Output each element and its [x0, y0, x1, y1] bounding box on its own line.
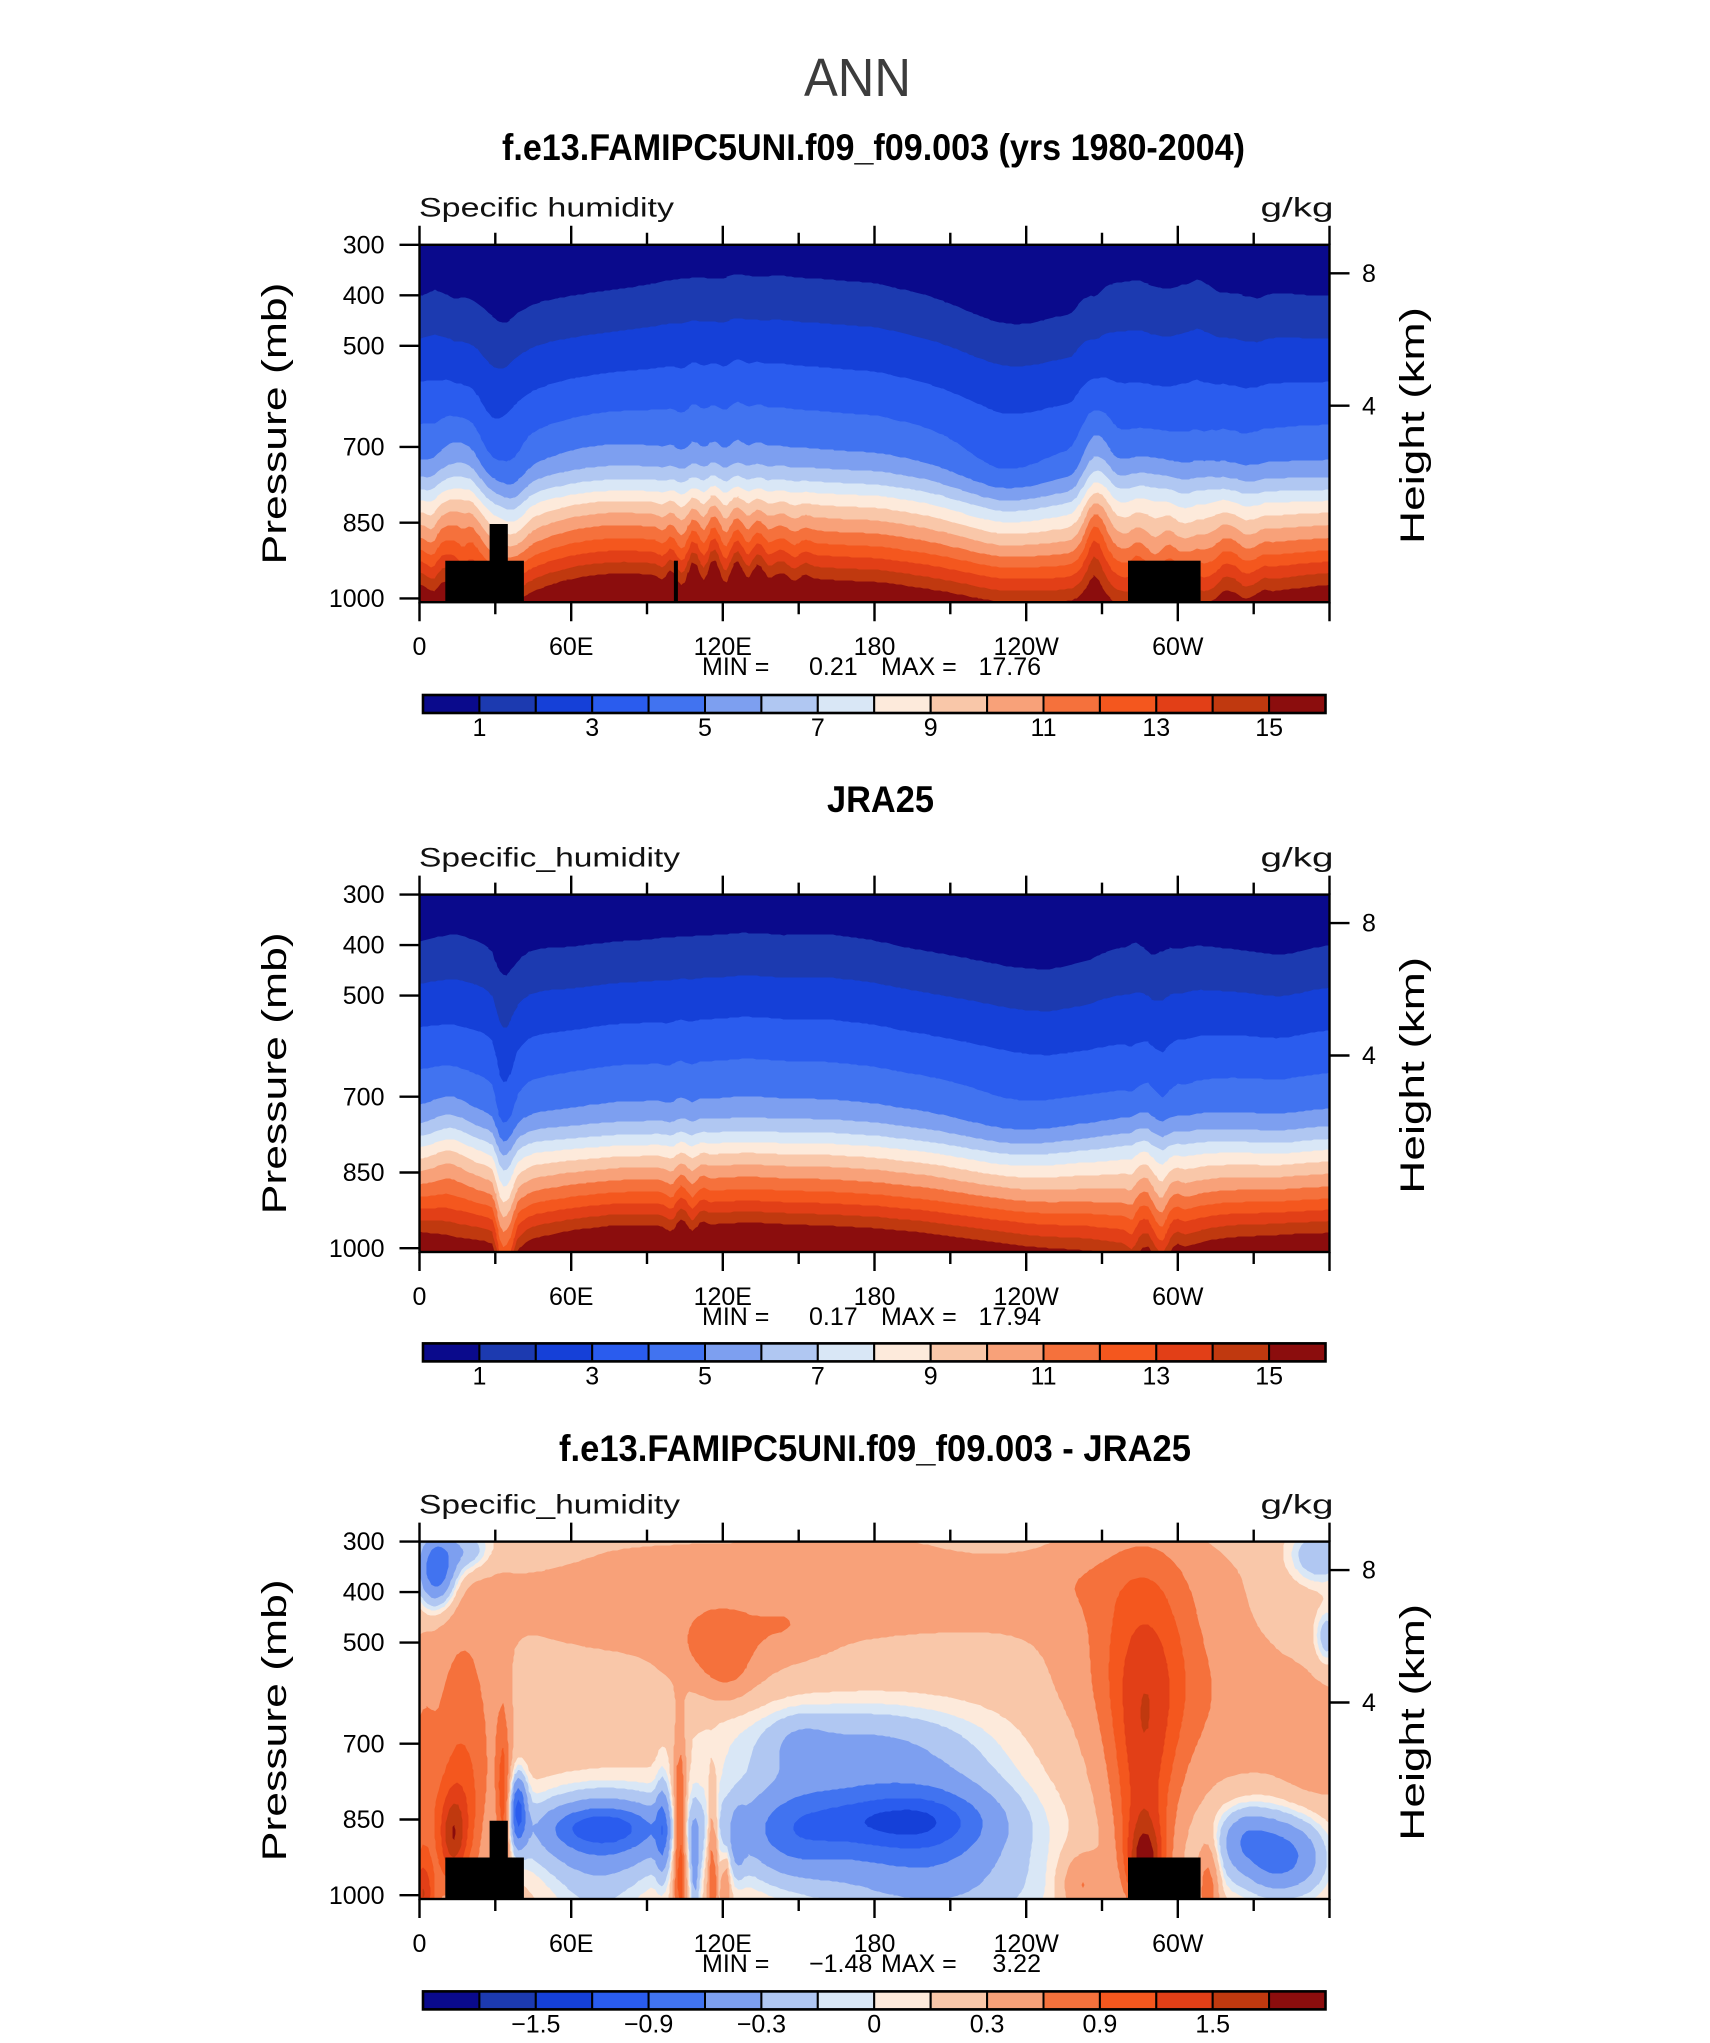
svg-text:15: 15: [1255, 714, 1283, 742]
svg-text:850: 850: [343, 1159, 385, 1187]
svg-text:0.9: 0.9: [1083, 2010, 1118, 2038]
svg-text:0: 0: [867, 2010, 881, 2038]
svg-text:Height (km): Height (km): [1394, 1604, 1432, 1841]
svg-text:MAX =: MAX =: [881, 1950, 957, 1978]
svg-text:JRA25: JRA25: [827, 779, 934, 820]
svg-text:g/kg: g/kg: [1261, 1489, 1334, 1519]
svg-text:60W: 60W: [1152, 1283, 1204, 1311]
svg-text:Specific humidity: Specific humidity: [419, 193, 675, 223]
svg-text:Pressure (mb): Pressure (mb): [256, 283, 294, 565]
svg-text:−1.48: −1.48: [809, 1950, 872, 1978]
svg-text:MIN =: MIN =: [702, 653, 769, 681]
svg-text:Pressure (mb): Pressure (mb): [256, 1579, 294, 1861]
svg-text:f.e13.FAMIPC5UNI.f09_f09.003 (: f.e13.FAMIPC5UNI.f09_f09.003 (yrs 1980-2…: [502, 127, 1245, 168]
svg-text:17.94: 17.94: [978, 1303, 1041, 1331]
svg-text:1000: 1000: [329, 1882, 385, 1910]
svg-text:11: 11: [1031, 714, 1057, 742]
svg-text:500: 500: [343, 982, 385, 1010]
svg-text:−0.3: −0.3: [737, 2010, 786, 2038]
svg-text:13: 13: [1142, 714, 1170, 742]
svg-text:700: 700: [343, 1083, 385, 1111]
svg-text:0.17: 0.17: [809, 1303, 858, 1331]
svg-text:ANN: ANN: [804, 48, 911, 108]
svg-text:g/kg: g/kg: [1261, 193, 1334, 223]
svg-text:3.22: 3.22: [992, 1950, 1041, 1978]
svg-text:5: 5: [698, 1362, 712, 1390]
svg-text:8: 8: [1362, 910, 1376, 938]
svg-text:Specific_humidity: Specific_humidity: [419, 1489, 681, 1519]
svg-text:120W: 120W: [994, 1930, 1060, 1958]
svg-text:120E: 120E: [694, 1930, 752, 1958]
svg-text:500: 500: [343, 332, 385, 360]
svg-text:7: 7: [811, 1362, 825, 1390]
svg-text:1: 1: [472, 714, 486, 742]
svg-text:0: 0: [413, 1930, 427, 1958]
svg-text:5: 5: [698, 714, 712, 742]
svg-text:60E: 60E: [549, 1930, 593, 1958]
svg-text:500: 500: [343, 1629, 385, 1657]
svg-text:0.3: 0.3: [970, 2010, 1005, 2038]
svg-text:9: 9: [924, 1362, 938, 1390]
svg-text:60E: 60E: [549, 1283, 593, 1311]
svg-text:13: 13: [1142, 1362, 1170, 1390]
svg-text:3: 3: [585, 1362, 599, 1390]
svg-text:MAX =: MAX =: [881, 653, 957, 681]
svg-text:−0.9: −0.9: [624, 2010, 673, 2038]
svg-text:300: 300: [343, 881, 385, 909]
svg-text:11: 11: [1031, 1362, 1057, 1390]
svg-text:180: 180: [854, 633, 896, 661]
svg-text:0: 0: [413, 633, 427, 661]
svg-text:f.e13.FAMIPC5UNI.f09_f09.003 -: f.e13.FAMIPC5UNI.f09_f09.003 - JRA25: [559, 1428, 1191, 1469]
svg-text:1.5: 1.5: [1195, 2010, 1230, 2038]
svg-text:Pressure (mb): Pressure (mb): [256, 932, 294, 1214]
svg-text:0: 0: [413, 1283, 427, 1311]
svg-text:1000: 1000: [329, 1235, 385, 1263]
svg-text:4: 4: [1362, 1042, 1376, 1070]
svg-text:4: 4: [1362, 392, 1376, 420]
svg-text:Height (km): Height (km): [1394, 957, 1432, 1194]
svg-text:Specific_humidity: Specific_humidity: [419, 842, 681, 872]
svg-text:17.76: 17.76: [978, 653, 1041, 681]
svg-text:MIN =: MIN =: [702, 1303, 769, 1331]
svg-text:120W: 120W: [994, 1283, 1060, 1311]
svg-text:60W: 60W: [1152, 633, 1204, 661]
svg-text:1000: 1000: [329, 585, 385, 613]
svg-text:60W: 60W: [1152, 1930, 1204, 1958]
svg-text:180: 180: [854, 1930, 896, 1958]
svg-text:400: 400: [343, 282, 385, 310]
svg-text:850: 850: [343, 1806, 385, 1834]
svg-text:120E: 120E: [694, 1283, 752, 1311]
svg-text:4: 4: [1362, 1689, 1376, 1717]
svg-text:400: 400: [343, 932, 385, 960]
svg-text:700: 700: [343, 1730, 385, 1758]
svg-text:MAX =: MAX =: [881, 1303, 957, 1331]
svg-text:−1.5: −1.5: [511, 2010, 560, 2038]
svg-text:9: 9: [924, 714, 938, 742]
svg-text:850: 850: [343, 509, 385, 537]
svg-text:8: 8: [1362, 260, 1376, 288]
svg-text:180: 180: [854, 1283, 896, 1311]
svg-text:8: 8: [1362, 1557, 1376, 1585]
svg-text:MIN =: MIN =: [702, 1950, 769, 1978]
svg-text:300: 300: [343, 1528, 385, 1556]
svg-text:1: 1: [472, 1362, 486, 1390]
svg-text:700: 700: [343, 434, 385, 462]
svg-text:15: 15: [1255, 1362, 1283, 1390]
svg-text:60E: 60E: [549, 633, 593, 661]
svg-text:7: 7: [811, 714, 825, 742]
svg-text:300: 300: [343, 231, 385, 259]
svg-text:3: 3: [585, 714, 599, 742]
svg-text:120E: 120E: [694, 633, 752, 661]
svg-text:g/kg: g/kg: [1261, 842, 1334, 872]
svg-text:400: 400: [343, 1579, 385, 1607]
svg-text:120W: 120W: [994, 633, 1060, 661]
svg-text:0.21: 0.21: [809, 653, 858, 681]
svg-text:Height (km): Height (km): [1394, 307, 1432, 544]
